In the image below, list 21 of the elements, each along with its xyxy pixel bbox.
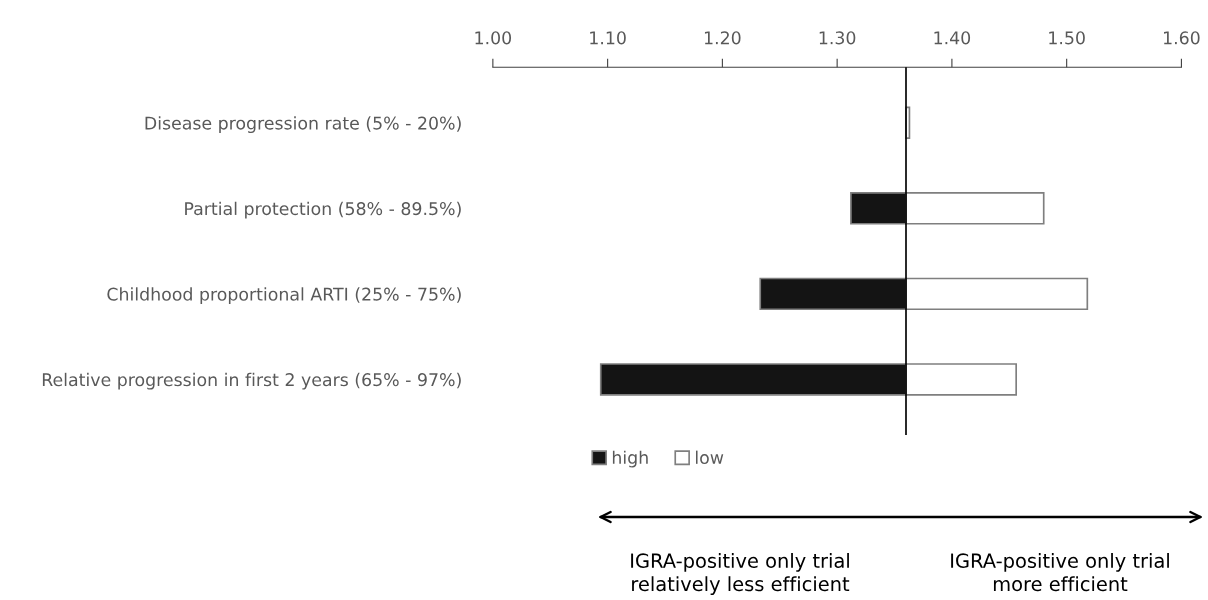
bar (905, 277, 1089, 311)
bar (599, 363, 907, 396)
bar (759, 277, 907, 311)
legend-label: high (612, 450, 648, 468)
bar (905, 363, 1018, 396)
text: IGRA-positive only trial relatively less efficient (631, 552, 850, 596)
bar (850, 192, 907, 225)
x-tick-label: 1.50 (1049, 31, 1085, 45)
bar (905, 192, 1045, 225)
y-tick-label: Relative progression in first 2 years (65% - 97%) (42, 372, 461, 390)
x-tick-label: 1.10 (590, 31, 626, 45)
x-tick-label: 1.00 (475, 31, 512, 45)
x-tick-label: 1.40 (934, 31, 971, 45)
x-tick-label: 1.20 (704, 31, 741, 45)
y-tick-label: Partial protection (58% - 89.5%) (185, 201, 461, 219)
text: IGRA-positive only trial more efficient (951, 552, 1169, 592)
legend-label: low (695, 450, 724, 465)
y-tick-label: Disease progression rate (5% - 20%) (145, 116, 461, 133)
x-tick-label: 1.60 (1164, 31, 1200, 45)
y-tick-label: Childhood proportional ARTI (25% - 75%) (107, 287, 461, 305)
x-tick-label: 1.30 (819, 31, 856, 45)
